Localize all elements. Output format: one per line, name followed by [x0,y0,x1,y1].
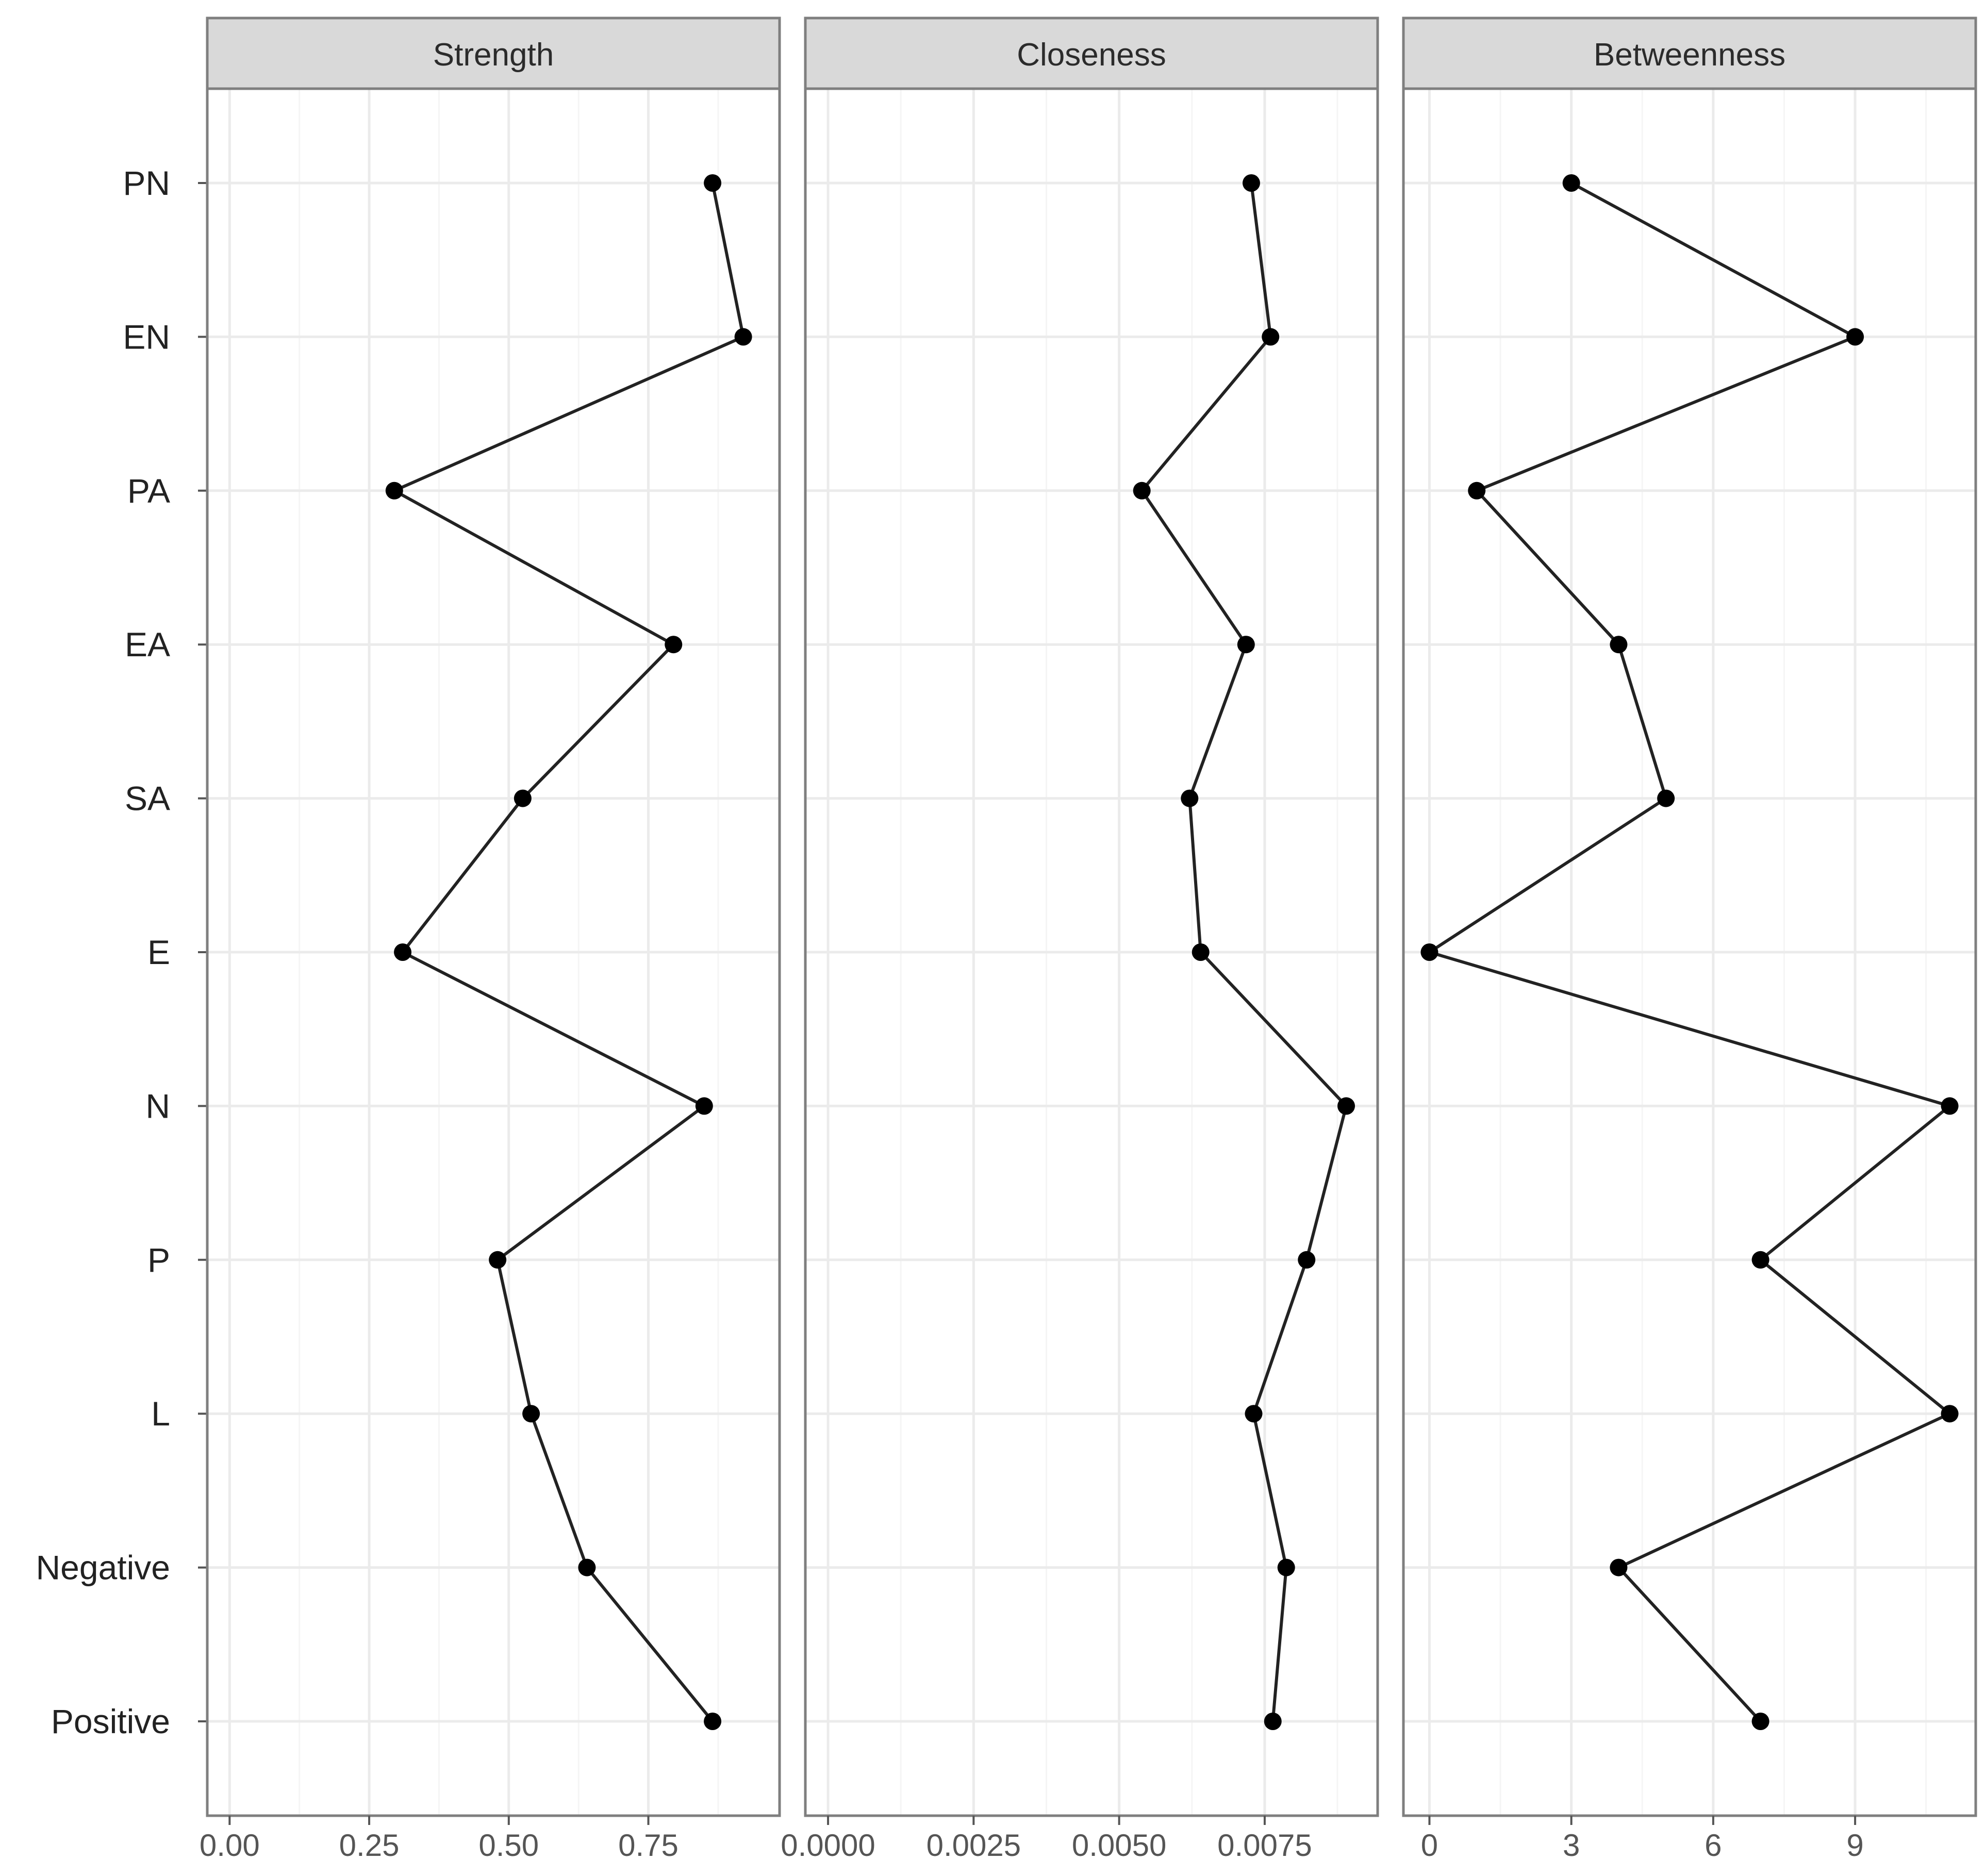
panel-title: Strength [433,37,554,73]
y-tick-label: E [147,933,170,971]
data-point [1420,943,1438,961]
data-point [1751,1713,1769,1730]
panel-border [1402,87,1977,1817]
data-point [1941,1097,1959,1115]
data-point [1610,1558,1628,1576]
y-tick-label: Negative [36,1549,171,1587]
y-tick-label: EA [125,625,170,663]
data-point [734,328,752,346]
data-point [1245,1405,1263,1423]
data-point [1277,1558,1295,1576]
data-point [385,482,403,500]
y-tick-label: SA [125,779,170,818]
panel-strip [1402,16,1977,90]
x-tick-label: 0.0025 [927,1828,1021,1863]
y-tick-label: EN [123,318,170,356]
data-point [1237,636,1255,654]
data-point [1133,482,1151,500]
x-tick-label: 0.50 [478,1828,539,1863]
x-tick-label: 0.25 [339,1828,400,1863]
data-point [1262,328,1280,346]
data-point [1468,482,1486,500]
panel-title: Closeness [1017,37,1166,73]
x-tick-label: 3 [1563,1828,1580,1863]
x-tick-label: 0.75 [618,1828,679,1863]
data-point [1941,1405,1959,1423]
y-tick-label: PN [123,164,170,202]
x-tick-label: 9 [1846,1828,1863,1863]
data-point [1192,943,1210,961]
data-point [514,789,532,807]
x-tick-label: 6 [1705,1828,1722,1863]
panel-strip [804,16,1379,90]
y-tick-label: P [147,1241,170,1279]
data-point [1337,1097,1355,1115]
data-point [1242,174,1260,192]
data-point [1181,789,1199,807]
data-point [1562,174,1580,192]
data-point [1657,789,1675,807]
y-tick-label: Positive [51,1702,170,1740]
data-point [1264,1713,1282,1730]
data-point [578,1558,596,1576]
data-point [704,174,722,192]
data-point [489,1251,507,1269]
y-tick-label: PA [127,472,170,510]
data-point [704,1713,722,1730]
x-tick-label: 0.0000 [781,1828,875,1863]
data-point [665,636,683,654]
data-point [522,1405,540,1423]
data-point [1610,636,1628,654]
x-tick-label: 0.0075 [1217,1828,1312,1863]
data-point [1751,1251,1769,1269]
panel-title: Betweenness [1594,37,1785,73]
panel-border [206,87,781,1817]
x-tick-label: 0.0050 [1072,1828,1167,1863]
x-tick-label: 0.00 [200,1828,260,1863]
data-point [1846,328,1864,346]
y-tick-label: L [151,1394,170,1433]
y-tick-label: N [145,1087,170,1125]
x-tick-label: 0 [1421,1828,1438,1863]
panel-border [804,87,1379,1817]
data-point [394,943,412,961]
data-point [1298,1251,1316,1269]
panel-strip [206,16,781,90]
data-point [695,1097,713,1115]
